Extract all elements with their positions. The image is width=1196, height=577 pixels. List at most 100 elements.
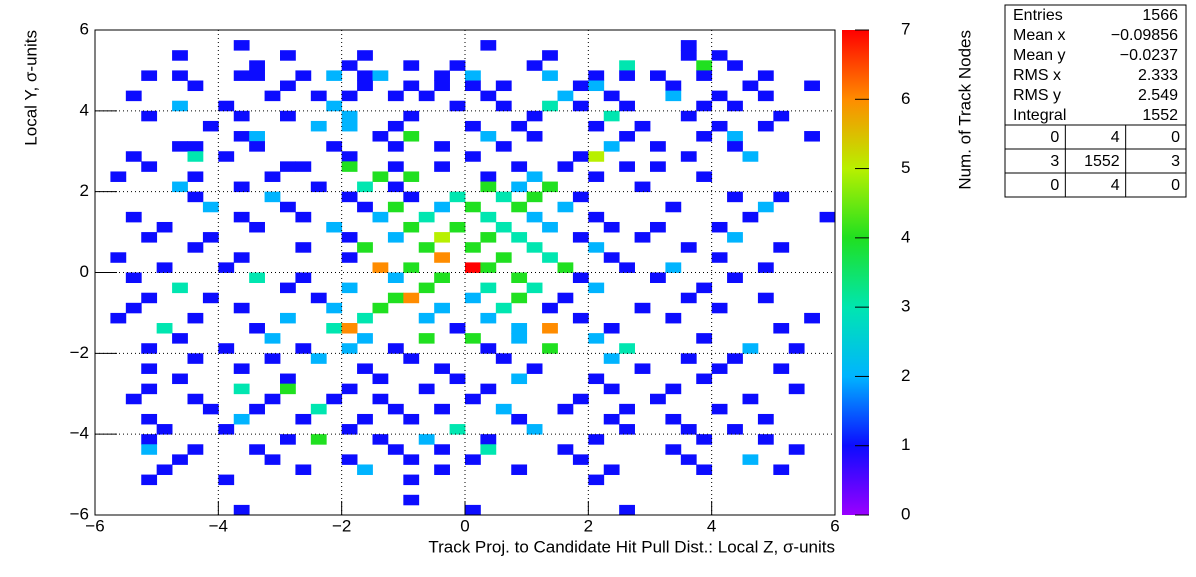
cell (202, 292, 219, 304)
cell (280, 110, 296, 122)
cell (141, 363, 158, 374)
cell (187, 191, 204, 203)
cell (125, 272, 142, 284)
cell (341, 343, 358, 354)
cell (202, 403, 219, 415)
cell (495, 403, 512, 415)
cell (680, 50, 697, 61)
cell (403, 413, 420, 425)
cell (495, 191, 512, 203)
cell (665, 312, 682, 324)
cell (572, 454, 589, 465)
cell (465, 80, 481, 92)
cell (542, 50, 558, 61)
cell (788, 383, 805, 395)
cell (264, 393, 281, 405)
cell (141, 444, 158, 455)
stats-box: Entries 1566 Mean x −0.09856 Mean y −0.0237 RM… (1004, 4, 1187, 198)
cell (280, 434, 296, 445)
cell (341, 151, 358, 162)
cell (650, 141, 666, 152)
cell (233, 70, 250, 81)
cell (187, 444, 204, 455)
cell (603, 90, 620, 102)
x-tick-label: −6 (85, 516, 104, 535)
cell (742, 343, 759, 354)
cell (526, 282, 543, 294)
cell (727, 191, 743, 203)
cell (526, 242, 543, 253)
stats-label: RMS x (1013, 67, 1061, 84)
cell (526, 211, 543, 223)
cell (310, 353, 327, 364)
cell (249, 221, 265, 233)
cell (341, 60, 358, 71)
stats-cell: 0 (1050, 129, 1059, 146)
cell (634, 363, 651, 374)
cell (387, 141, 404, 152)
stats-label: Mean x (1013, 27, 1065, 44)
cell (480, 312, 497, 324)
cell (326, 221, 343, 233)
cell (310, 403, 327, 415)
cell (218, 151, 235, 162)
cell (480, 171, 497, 182)
cell (295, 464, 312, 475)
cell (249, 444, 265, 455)
cell (757, 262, 774, 273)
cell (372, 70, 389, 81)
cell (403, 494, 420, 506)
cell (665, 444, 682, 455)
cell (326, 323, 343, 334)
cell (526, 131, 543, 142)
cell (665, 383, 682, 395)
cell (110, 171, 127, 182)
cell (233, 211, 250, 223)
x-tick-label: 2 (584, 516, 593, 535)
cell (187, 312, 204, 324)
cell (711, 252, 728, 263)
cell (172, 141, 188, 152)
cell (172, 454, 188, 465)
cell (295, 161, 312, 172)
cell (264, 454, 281, 465)
cell (588, 70, 605, 81)
cell (572, 191, 589, 203)
cell (711, 90, 728, 102)
cell (249, 323, 265, 334)
cell (187, 242, 204, 253)
cell (511, 232, 528, 243)
cell (480, 90, 497, 102)
cell (341, 424, 358, 435)
cell (788, 343, 805, 354)
cell (233, 413, 250, 425)
y-axis-title: Local Y, σ-units (21, 30, 40, 146)
cell (233, 131, 250, 142)
cell (727, 424, 743, 435)
cell (465, 454, 481, 465)
cell (588, 211, 605, 223)
cell (665, 201, 682, 213)
cell (511, 120, 528, 132)
z-tick-label: 1 (901, 435, 910, 454)
cell (372, 131, 389, 142)
cell (434, 161, 450, 172)
cell (403, 60, 420, 71)
cell (727, 60, 743, 71)
y-tick-label: −6 (70, 504, 89, 523)
cell (619, 100, 635, 112)
cell (341, 323, 358, 334)
cell (156, 464, 173, 475)
cell (295, 242, 312, 253)
cell (341, 282, 358, 294)
cell (233, 302, 250, 314)
cell (526, 60, 543, 71)
x-axis-title: Track Proj. to Candidate Hit Pull Dist.:… (428, 537, 835, 556)
cell (341, 454, 358, 465)
cell (588, 282, 605, 294)
stats-value: 2.549 (1138, 87, 1178, 104)
y-tick-label: −2 (70, 343, 89, 362)
cell (588, 151, 605, 162)
cell (603, 383, 620, 395)
cell (418, 383, 435, 395)
